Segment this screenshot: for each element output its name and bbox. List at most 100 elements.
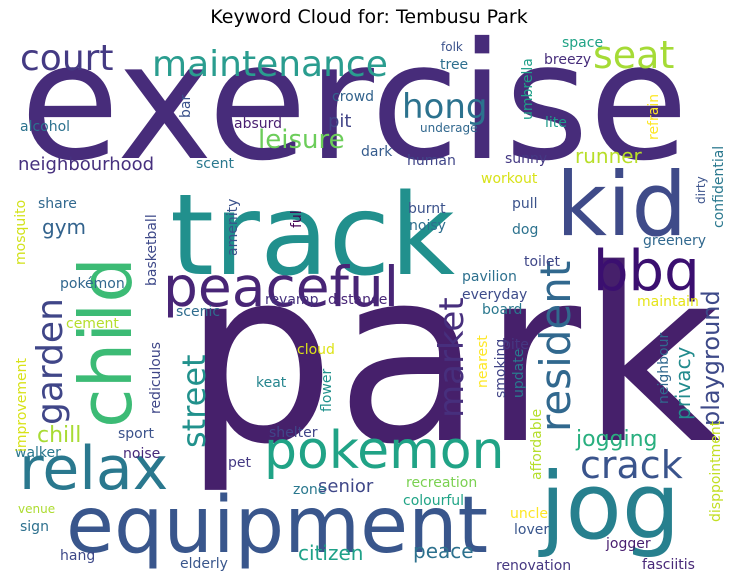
cloud-word: pokémon (60, 276, 125, 292)
cloud-word: noise (123, 446, 160, 462)
cloud-word: maintain (637, 294, 699, 310)
cloud-word: pet (228, 455, 252, 471)
cloud-word: lite (545, 115, 567, 131)
cloud-word: sport (118, 426, 155, 442)
cloud-word: toilet (524, 254, 560, 270)
cloud-word: gym (42, 215, 86, 239)
cloud-word: distance (328, 292, 387, 308)
cloud-word: pavilion (462, 269, 517, 285)
cloud-word: seat (593, 33, 674, 77)
cloud-word: ful (289, 210, 305, 228)
cloud-word: alcohol (20, 119, 70, 135)
cloud-word: bite (502, 337, 529, 353)
cloud-word: keat (256, 375, 287, 391)
cloud-word: amenity (225, 199, 241, 256)
cloud-word: pull (512, 196, 538, 212)
cloud-word: burnt (408, 201, 446, 217)
cloud-word: flower (319, 369, 335, 412)
cloud-word: fasciitis (642, 557, 695, 573)
cloud-word: dirty (694, 176, 708, 204)
cloud-word: jogger (605, 536, 651, 552)
cloud-word: sign (20, 519, 49, 535)
cloud-word: crack (580, 443, 683, 487)
cloud-word: chill (37, 423, 81, 448)
cloud-word: crowd (332, 89, 374, 105)
cloud-word: peaceful (163, 255, 399, 319)
cloud-word: space (562, 35, 603, 51)
cloud-word: maintenance (152, 44, 388, 85)
cloud-word: folk (441, 40, 463, 54)
cloud-word: relax (19, 434, 168, 504)
cloud-word: scent (196, 156, 234, 172)
cloud-word: garden (30, 298, 71, 425)
cloud-word: kid (556, 153, 687, 256)
cloud-word: court (20, 38, 114, 79)
cloud-word: child (64, 257, 148, 428)
cloud-word: resident (531, 261, 580, 432)
cloud-word: disppointment (708, 420, 724, 522)
cloud-word: senior (318, 476, 374, 497)
cloud-word: neighbourhood (18, 154, 154, 175)
cloud-word: mosquito (13, 200, 29, 265)
cloud-word: sunny (505, 151, 547, 167)
cloud-word: jog (538, 453, 680, 560)
cloud-word: revamp (265, 292, 319, 308)
cloud-word: recreation (406, 475, 477, 491)
cloud-word: nearest (475, 335, 491, 388)
cloud-word: board (482, 302, 522, 318)
cloud-word: affordable (529, 409, 545, 480)
cloud-word: confidential (711, 146, 727, 228)
cloud-word: basketball (144, 214, 160, 286)
cloud-word: playground (697, 290, 725, 426)
cloud-word: noisy (409, 218, 446, 234)
cloud-word: underage (420, 121, 478, 135)
cloud-word: venue (18, 502, 55, 516)
cloud-word: scenic (176, 304, 220, 320)
cloud-word: hong (402, 87, 487, 127)
cloud-word: track (170, 171, 455, 301)
cloud-word: zone (293, 482, 326, 498)
cloud-word: walker (15, 445, 61, 461)
cloud-word: share (38, 196, 77, 212)
cloud-word: rediculous (148, 342, 164, 414)
cloud-word: breezy (544, 52, 591, 68)
cloud-word: absurd (234, 116, 282, 132)
cloud-word: tree (440, 57, 468, 73)
cloud-word: cloud (297, 342, 335, 358)
cloud-word: hang (60, 548, 95, 564)
cloud-word: jogging (575, 427, 658, 452)
cloud-word: uncle (510, 506, 548, 522)
cloud-word: pit (328, 111, 351, 132)
cloud-word: park (183, 217, 720, 497)
cloud-word: market (432, 297, 472, 418)
cloud-word: runner (575, 144, 643, 168)
cloud-word: privacy (671, 346, 695, 420)
cloud-word: cement (66, 316, 119, 332)
chart-title: Keyword Cloud for: Tembusu Park (210, 6, 528, 28)
cloud-word: update (511, 349, 527, 398)
cloud-word: human (407, 153, 456, 169)
cloud-word: greenery (643, 233, 706, 249)
cloud-word: street (175, 354, 213, 448)
cloud-word: peace (413, 539, 474, 563)
cloud-word: neighbour (656, 333, 672, 404)
cloud-word: citizen (298, 541, 363, 565)
cloud-word: exercise (20, 9, 689, 197)
cloud-word: improvement (14, 358, 30, 452)
cloud-word: dark (361, 144, 393, 160)
cloud-word: colourful (403, 493, 464, 509)
cloud-word: workout (481, 171, 538, 187)
cloud-word: smoking (493, 339, 509, 398)
cloud-word: elderly (180, 556, 228, 572)
cloud-word: shelter (269, 425, 318, 441)
cloud-word: pokemon (264, 421, 505, 481)
cloud-word: renovation (496, 558, 571, 574)
cloud-word: leisure (258, 125, 345, 155)
cloud-word: umbrella (520, 58, 536, 120)
cloud-word: bbq (593, 239, 700, 304)
cloud-word: equipment (66, 481, 488, 571)
cloud-word: everyday (462, 287, 527, 303)
cloud-word: refrain (646, 94, 662, 140)
cloud-word: bar (178, 95, 194, 118)
